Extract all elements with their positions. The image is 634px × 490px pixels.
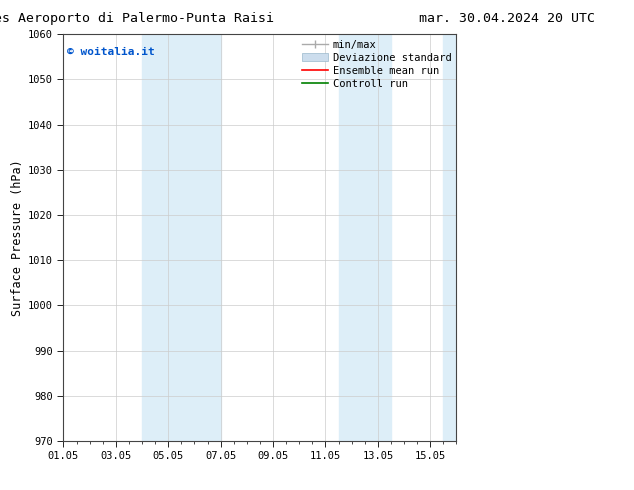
Text: ENS Time Series Aeroporto di Palermo-Punta Raisi: ENS Time Series Aeroporto di Palermo-Pun… (0, 12, 275, 25)
Y-axis label: Surface Pressure (hPa): Surface Pressure (hPa) (11, 159, 24, 316)
Bar (339, 34, 378, 441)
Text: © woitalia.it: © woitalia.it (67, 47, 155, 56)
Bar (195, 34, 221, 441)
Text: mar. 30.04.2024 20 UTC: mar. 30.04.2024 20 UTC (419, 12, 595, 25)
Legend: min/max, Deviazione standard, Ensemble mean run, Controll run: min/max, Deviazione standard, Ensemble m… (302, 40, 451, 89)
Bar (378, 34, 391, 441)
Bar (142, 34, 195, 441)
Bar (443, 34, 456, 441)
